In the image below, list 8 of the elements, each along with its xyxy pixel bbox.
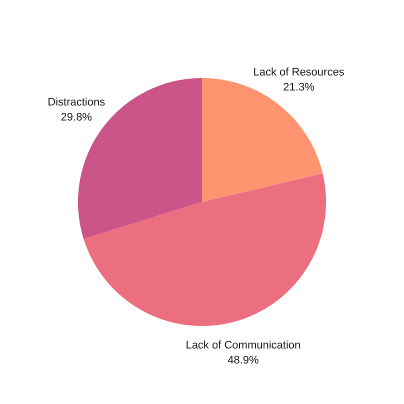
pie-slice xyxy=(84,173,326,326)
pie-slice xyxy=(202,78,323,202)
data-label: 21.3% xyxy=(283,82,315,94)
data-label: 48.9% xyxy=(228,354,259,366)
slice-label: Distractions xyxy=(48,96,106,109)
slice-label: Lack of Communication xyxy=(186,339,301,352)
data-label: 29.8% xyxy=(60,112,92,124)
slice-label: Lack of Resources xyxy=(253,66,345,79)
